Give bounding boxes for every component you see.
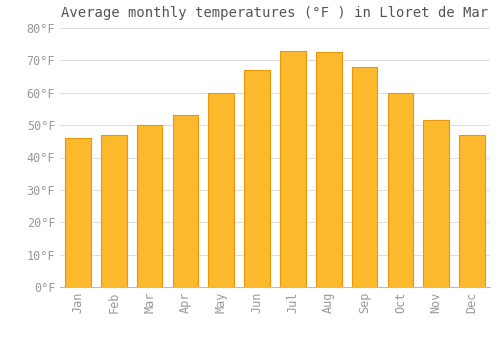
Title: Average monthly temperatures (°F ) in Lloret de Mar: Average monthly temperatures (°F ) in Ll… (62, 6, 488, 20)
Bar (316, 52, 342, 287)
Bar (459, 135, 485, 287)
Bar (208, 93, 234, 287)
Bar (280, 51, 306, 287)
Bar (424, 120, 449, 287)
Bar (136, 125, 162, 287)
Bar (352, 67, 378, 287)
Bar (388, 93, 413, 287)
Bar (65, 138, 91, 287)
Bar (101, 135, 126, 287)
Bar (172, 116, 199, 287)
Bar (244, 70, 270, 287)
